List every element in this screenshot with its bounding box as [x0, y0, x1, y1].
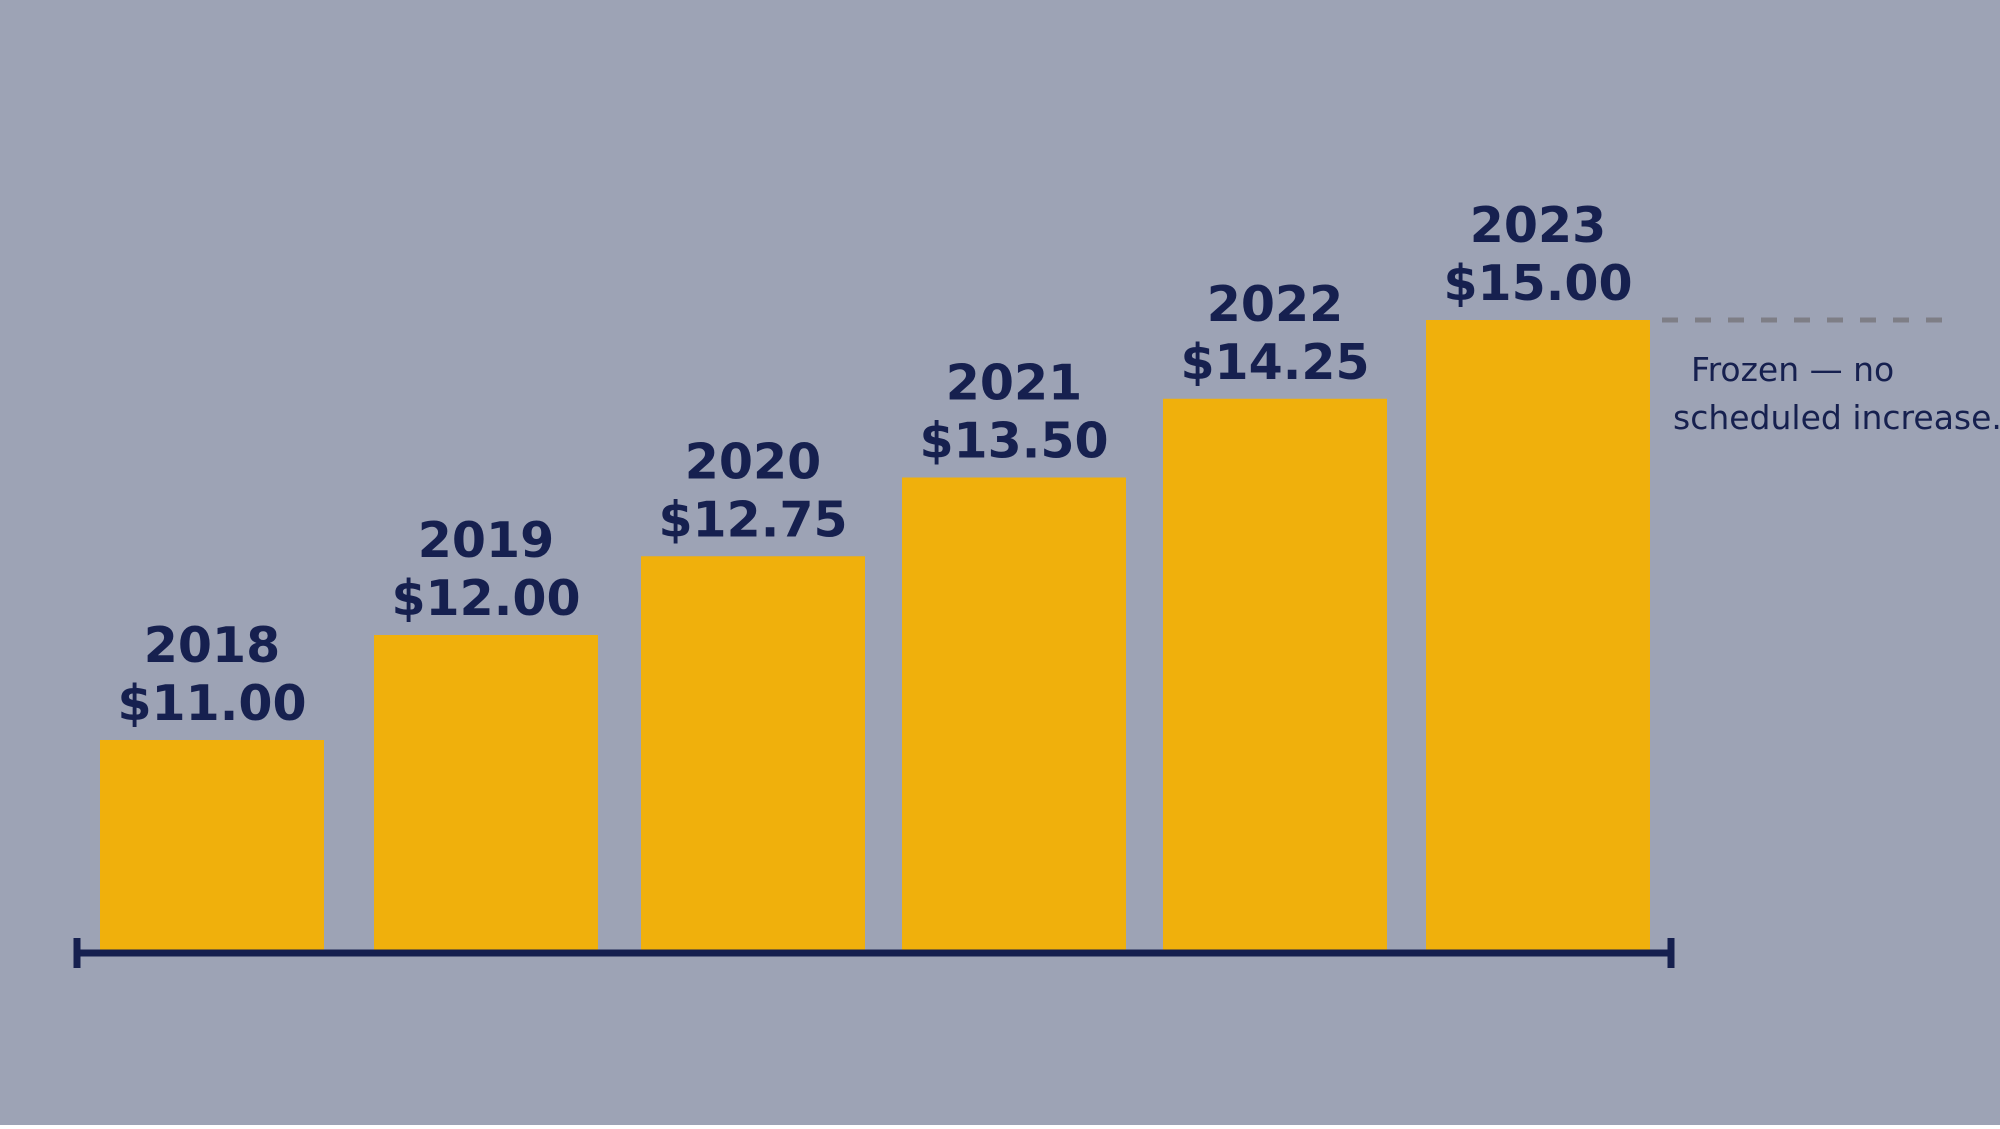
bar-2022	[1163, 398, 1387, 950]
bars-group	[100, 320, 1650, 950]
category-label: 2023	[1470, 197, 1606, 254]
category-label: 2018	[144, 617, 280, 674]
category-label: 2022	[1207, 276, 1343, 333]
value-label: $11.00	[117, 675, 306, 732]
bar-2020	[641, 556, 865, 950]
annotation-line: Frozen — no	[1691, 350, 1894, 389]
bar-2023	[1426, 320, 1650, 950]
value-label: $12.00	[391, 570, 580, 627]
value-label: $13.50	[919, 413, 1108, 470]
bar-labels-group: 2018$11.00 2019$12.00 2020$12.75 2021$13.50…	[117, 197, 1632, 732]
category-label: 2019	[418, 512, 554, 569]
frozen-annotation: Frozen — no scheduled increase.	[1673, 350, 2000, 437]
category-label: 2021	[946, 355, 1082, 412]
bar-2019	[374, 635, 598, 950]
category-label: 2020	[685, 433, 821, 490]
value-label: $14.25	[1180, 334, 1369, 391]
bar-2021	[902, 477, 1126, 950]
value-label: $12.75	[658, 491, 847, 548]
value-label: $15.00	[1443, 255, 1632, 312]
annotation-line: scheduled increase.	[1673, 398, 2000, 437]
bar-2018	[100, 740, 324, 950]
